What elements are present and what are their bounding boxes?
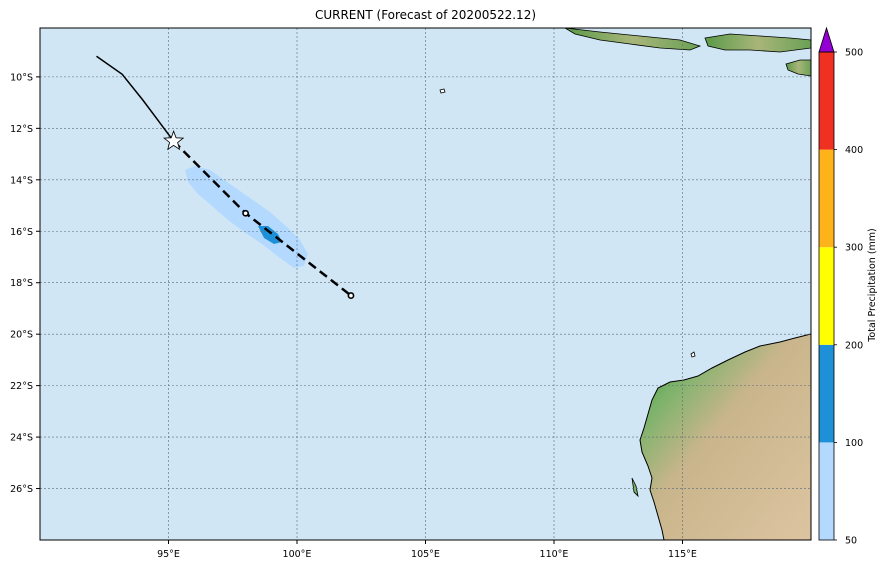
colorbar-label: Total Precipitation (mm) [867,228,878,343]
map-title: CURRENT (Forecast of 20200522.12) [314,8,537,22]
forecast-points [242,209,355,299]
precip-100-200 [258,226,282,244]
colorbar-segment [819,344,834,443]
lat-tick-label: 18°S [10,278,33,289]
island-timor [785,59,811,77]
colorbar-tick-label: 200 [845,340,863,351]
observed-track-line [96,55,175,142]
lon-tick-label: 100°E [283,549,312,560]
lat-tick-label: 14°S [10,175,33,186]
colorbar-tick-label: 400 [845,145,863,156]
lon-tick-label: 105°E [411,549,440,560]
colorbar-segment [819,442,834,540]
lat-tick-label: 12°S [10,124,33,135]
island-java [564,28,702,51]
lon-axis: 95°E 100°E 105°E 110°E 115°E [157,540,697,560]
gridlines [40,28,811,540]
colorbar-tick-label: 100 [845,438,863,449]
colorbar-segment [819,149,834,248]
lon-tick-label: 110°E [540,549,569,560]
forecast-point [242,209,249,217]
current-position-star-icon [163,130,185,151]
lon-tick-label: 95°E [157,549,180,560]
forecast-point [347,292,355,299]
colorbar-tick-label: 300 [845,243,863,254]
colorbar-segment [819,247,834,345]
lat-tick-label: 24°S [10,433,33,444]
lat-tick-label: 22°S [10,381,33,392]
colorbar-tick-label: 500 [845,48,863,59]
colorbar-extend-arrow [818,26,835,53]
australia-coast-islands [631,477,639,498]
lat-tick-label: 10°S [10,72,33,83]
lat-tick-label: 20°S [10,330,33,341]
colorbar: 50 100 200 300 400 500 [818,26,863,547]
colorbar-segment [819,52,834,150]
colorbar-frame [818,51,835,541]
island-lesser-sunda [704,33,811,53]
lat-axis: 10°S 12°S 14°S 16°S 18°S 20°S 22°S 24°S 26°S [10,72,40,495]
lat-tick-label: 26°S [10,484,33,495]
island-christmas [439,88,446,94]
australia-small-island [690,351,696,358]
colorbar-tick-label: 50 [845,536,857,547]
lon-tick-label: 115°E [668,549,697,560]
lat-tick-label: 16°S [10,227,33,238]
